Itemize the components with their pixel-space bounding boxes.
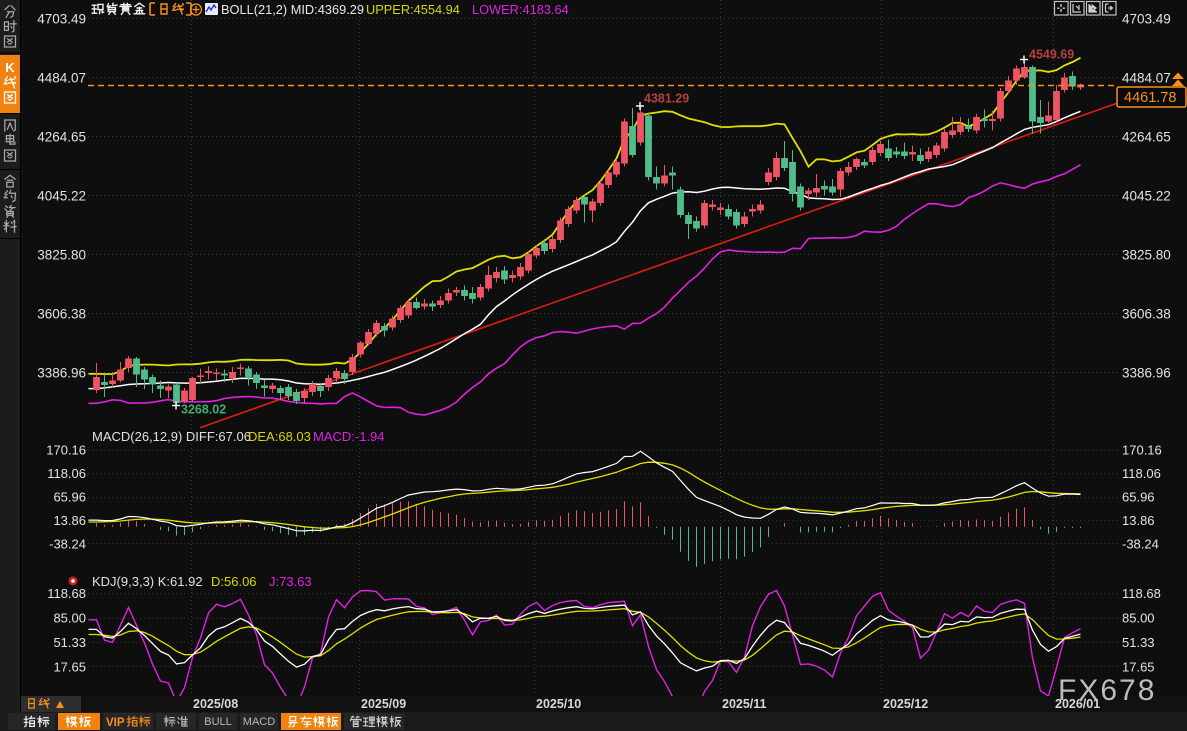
- svg-text:17.65: 17.65: [1122, 659, 1155, 674]
- svg-text:65.96: 65.96: [1122, 490, 1155, 505]
- svg-text:2025/12: 2025/12: [883, 697, 928, 711]
- svg-text:13.86: 13.86: [53, 513, 86, 528]
- svg-text:4264.65: 4264.65: [1122, 129, 1171, 144]
- svg-text:3386.96: 3386.96: [37, 365, 86, 380]
- svg-text:4484.07: 4484.07: [37, 70, 86, 85]
- svg-text:118.68: 118.68: [1122, 586, 1161, 601]
- svg-text:4703.49: 4703.49: [37, 11, 86, 26]
- svg-text:D:56.06: D:56.06: [211, 574, 257, 589]
- svg-text:118.06: 118.06: [47, 466, 86, 481]
- svg-text:3606.38: 3606.38: [37, 306, 86, 321]
- svg-text:4045.22: 4045.22: [1122, 188, 1171, 203]
- svg-text:3386.96: 3386.96: [1122, 365, 1171, 380]
- svg-text:2025/08: 2025/08: [193, 697, 238, 711]
- svg-text:3825.80: 3825.80: [1122, 247, 1171, 262]
- svg-text:118.68: 118.68: [47, 586, 86, 601]
- svg-text:3825.80: 3825.80: [37, 247, 86, 262]
- svg-text:FX678: FX678: [1058, 674, 1156, 707]
- svg-text:4703.49: 4703.49: [1122, 11, 1171, 26]
- svg-text:170.16: 170.16: [46, 443, 86, 458]
- svg-text:DEA:68.03: DEA:68.03: [248, 429, 311, 444]
- svg-text:MACD:-1.94: MACD:-1.94: [313, 429, 385, 444]
- svg-text:85.00: 85.00: [1122, 611, 1155, 626]
- svg-text:13.86: 13.86: [1122, 513, 1155, 528]
- svg-text:17.65: 17.65: [53, 659, 86, 674]
- svg-text:BOLL(21,2) MID:4369.29: BOLL(21,2) MID:4369.29: [221, 2, 364, 17]
- svg-text:VIP: VIP: [106, 717, 125, 729]
- svg-text:-38.24: -38.24: [1122, 537, 1159, 552]
- svg-text:K: K: [5, 60, 15, 75]
- svg-text:-38.24: -38.24: [49, 537, 86, 552]
- svg-text:4461.78: 4461.78: [1124, 90, 1176, 106]
- svg-text:65.96: 65.96: [53, 490, 86, 505]
- svg-text:170.16: 170.16: [1122, 443, 1162, 458]
- svg-text:4264.65: 4264.65: [37, 129, 86, 144]
- svg-text:MACD: MACD: [243, 716, 275, 728]
- svg-text:4381.29: 4381.29: [644, 92, 689, 106]
- svg-text:4045.22: 4045.22: [37, 188, 86, 203]
- svg-text:2025/10: 2025/10: [536, 697, 581, 711]
- svg-text:2026/01: 2026/01: [1055, 697, 1100, 711]
- svg-text:51.33: 51.33: [1122, 635, 1155, 650]
- svg-text:KDJ(9,3,3) K:61.92: KDJ(9,3,3) K:61.92: [92, 574, 203, 589]
- svg-text:BULL: BULL: [204, 716, 232, 728]
- svg-text:MACD(26,12,9) DIFF:67.06: MACD(26,12,9) DIFF:67.06: [92, 429, 251, 444]
- svg-text:4484.07: 4484.07: [1122, 70, 1171, 85]
- svg-text:4549.69: 4549.69: [1029, 48, 1074, 62]
- svg-text:85.00: 85.00: [53, 611, 86, 626]
- svg-text:2025/11: 2025/11: [722, 697, 767, 711]
- svg-text:3606.38: 3606.38: [1122, 306, 1171, 321]
- svg-text:UPPER:4554.94: UPPER:4554.94: [366, 2, 460, 17]
- svg-text:2025/09: 2025/09: [361, 697, 406, 711]
- svg-text:LOWER:4183.64: LOWER:4183.64: [472, 2, 569, 17]
- svg-text:118.06: 118.06: [1122, 466, 1161, 481]
- svg-text:3268.02: 3268.02: [181, 403, 226, 417]
- svg-text:51.33: 51.33: [53, 635, 86, 650]
- svg-text:J:73.63: J:73.63: [269, 574, 312, 589]
